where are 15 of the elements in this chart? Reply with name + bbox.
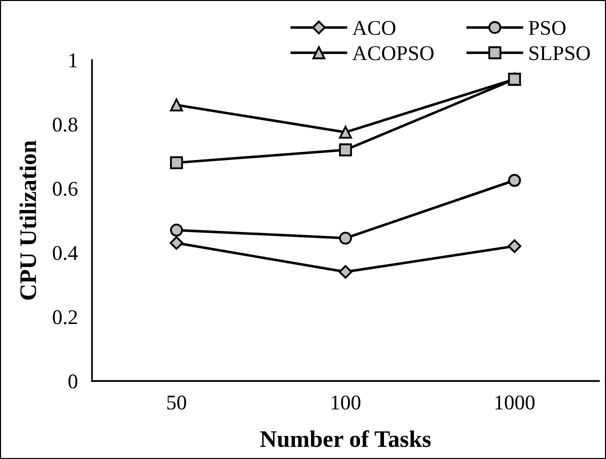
x-tick-label: 100 xyxy=(332,395,360,410)
legend-label: ACOPSO xyxy=(352,46,434,60)
x-tick-label: 1000 xyxy=(496,395,535,410)
y-tick-label: 1 xyxy=(70,53,77,68)
y-tick-label: 0.2 xyxy=(52,310,77,324)
y-tick-label: 0.6 xyxy=(52,182,78,196)
y-tick-label: 0 xyxy=(68,374,78,388)
legend-label: PSO xyxy=(528,20,566,35)
y-tick-label: 0.8 xyxy=(52,118,78,132)
legend-label: ACO xyxy=(352,20,396,35)
y-axis-title: CPU Utilization xyxy=(20,140,36,300)
y-tick-label: 0.4 xyxy=(52,246,78,260)
x-tick-label: 50 xyxy=(167,395,186,410)
legend-label: SLPSO xyxy=(530,46,590,60)
x-axis-title: Number of Tasks xyxy=(260,430,431,448)
